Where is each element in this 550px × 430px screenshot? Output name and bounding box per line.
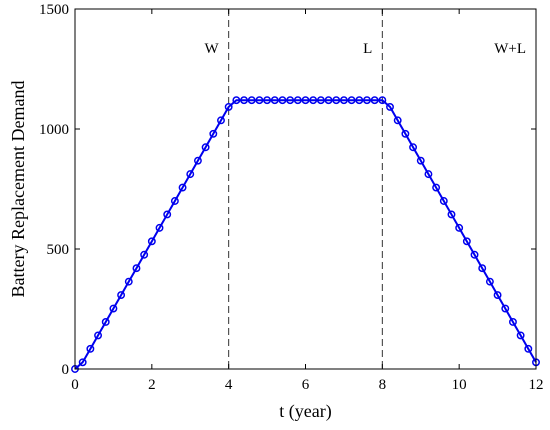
data-point	[386, 102, 394, 111]
y-tick-label: 1000	[39, 122, 69, 138]
data-point	[247, 96, 256, 105]
data-point	[293, 96, 302, 105]
series-layer	[71, 96, 540, 373]
data-point	[332, 96, 341, 105]
data-point	[193, 156, 202, 165]
data-point	[316, 96, 325, 105]
data-point	[232, 96, 241, 105]
data-point	[324, 96, 333, 105]
data-point	[339, 96, 348, 105]
x-tick-label: 6	[302, 377, 310, 393]
data-point	[255, 96, 264, 105]
data-point	[286, 96, 295, 105]
data-point	[493, 291, 502, 300]
data-point	[347, 96, 356, 105]
x-tick-label: 12	[529, 377, 544, 393]
region-annotation: W	[204, 41, 219, 57]
data-point	[117, 291, 126, 300]
data-point	[439, 197, 448, 205]
data-point	[393, 116, 402, 125]
x-tick-label: 0	[71, 377, 79, 393]
data-point	[201, 143, 210, 152]
data-point	[355, 96, 364, 105]
data-point	[278, 96, 287, 105]
data-point	[447, 210, 456, 219]
data-point	[101, 318, 110, 326]
data-point	[524, 344, 533, 353]
data-point	[455, 223, 464, 232]
data-point	[263, 96, 272, 105]
data-point	[170, 197, 179, 205]
region-annotation: W+L	[494, 41, 526, 57]
data-point	[209, 129, 218, 138]
data-point	[509, 318, 517, 326]
data-point	[301, 96, 310, 105]
data-point	[78, 358, 87, 367]
data-point	[363, 96, 371, 105]
data-point	[485, 277, 494, 286]
tick-labels: 0 2 4 6 8 10 12 0 500 1000 1500	[39, 2, 544, 393]
data-point	[478, 264, 487, 273]
annotations: W L W+L	[204, 41, 526, 57]
data-point	[416, 156, 425, 165]
data-point	[270, 96, 279, 105]
y-tick-label: 0	[62, 362, 70, 378]
series-line	[74, 99, 537, 370]
data-point	[186, 170, 195, 179]
data-point	[424, 170, 433, 179]
y-tick-label: 500	[47, 242, 70, 258]
region-annotation: L	[363, 41, 372, 57]
data-point	[501, 304, 510, 313]
data-point	[224, 102, 233, 111]
data-point	[240, 96, 248, 105]
y-axis-label: Battery Replacement Demand	[8, 81, 28, 298]
data-point	[178, 183, 187, 192]
data-point	[86, 344, 95, 353]
axis-ticks	[74, 8, 537, 370]
x-tick-label: 10	[452, 377, 467, 393]
data-point	[132, 264, 141, 273]
data-point	[401, 129, 410, 138]
data-point	[516, 331, 525, 340]
data-point	[432, 183, 441, 192]
data-point	[155, 223, 164, 232]
x-axis-label: t (year)	[279, 401, 331, 422]
data-point	[309, 96, 318, 105]
data-point	[163, 210, 172, 219]
data-point	[462, 237, 471, 246]
x-tick-label: 4	[225, 377, 233, 393]
data-point	[470, 250, 479, 259]
data-point	[217, 116, 225, 125]
data-point	[140, 250, 149, 259]
x-tick-label: 2	[148, 377, 156, 393]
data-point	[147, 237, 156, 246]
data-point	[124, 277, 133, 286]
data-point	[94, 331, 103, 340]
data-point	[378, 96, 387, 105]
data-point	[409, 143, 418, 152]
y-tick-label: 1500	[39, 2, 69, 18]
x-tick-label: 8	[379, 377, 387, 393]
data-point	[109, 304, 118, 313]
data-point	[370, 96, 379, 105]
